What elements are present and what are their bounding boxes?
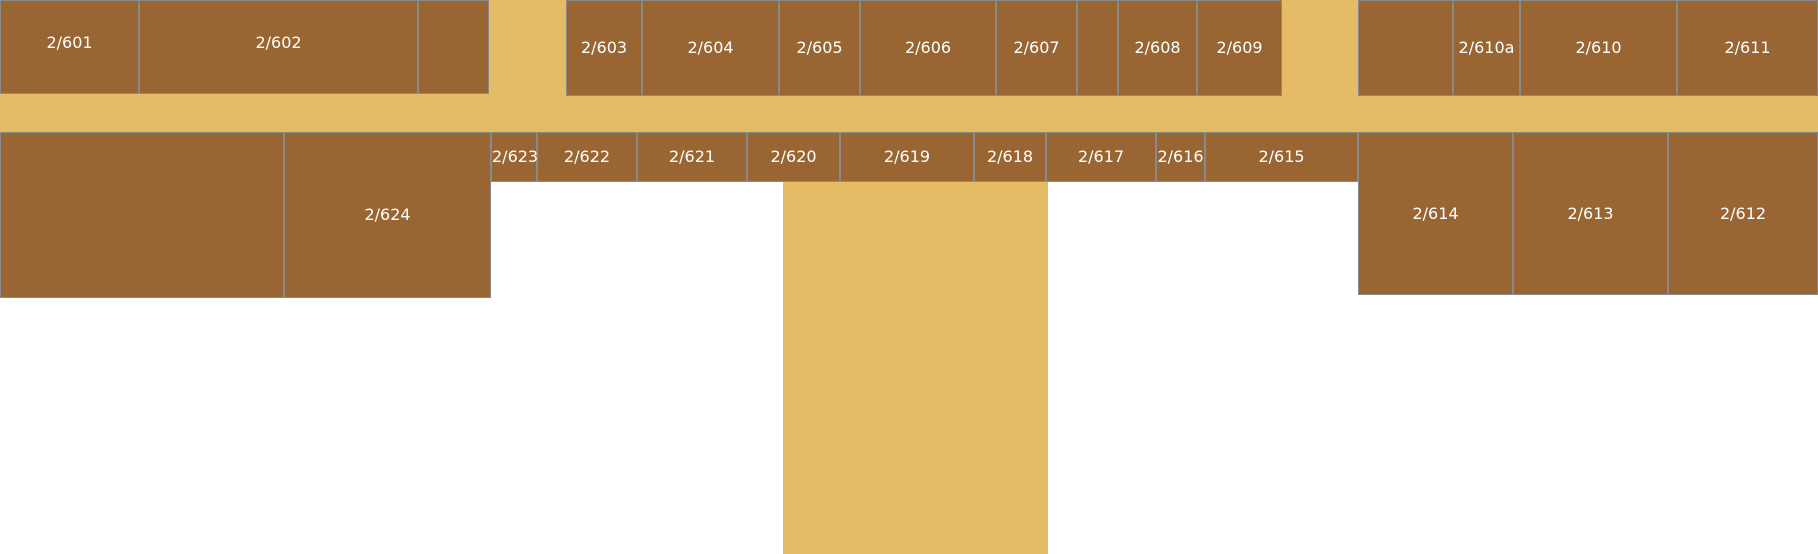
room-2-614[interactable]: 2/614 [1358, 132, 1513, 295]
room-label: 2/611 [1724, 38, 1771, 57]
room-label: 2/622 [563, 147, 611, 166]
corridor-west-stair [489, 0, 566, 94]
corridor-east-stair [1282, 0, 1358, 94]
room-2-620[interactable]: 2/620 [747, 132, 840, 182]
hall-atrium [783, 180, 1048, 554]
room-2-603[interactable]: 2/603 [566, 0, 642, 96]
room-unlabeled-3[interactable] [1358, 0, 1453, 96]
room-2-618[interactable]: 2/618 [974, 132, 1046, 182]
room-2-612[interactable]: 2/612 [1668, 132, 1818, 295]
room-label: 2/608 [1134, 38, 1181, 57]
room-label: 2/624 [364, 205, 411, 224]
room-label: 2/610a [1458, 38, 1515, 57]
room-2-609[interactable]: 2/609 [1197, 0, 1282, 96]
room-label: 2/602 [255, 33, 302, 52]
room-label: 2/620 [770, 147, 817, 166]
room-label: 2/614 [1412, 203, 1459, 223]
room-label: 2/609 [1216, 38, 1263, 57]
room-label: 2/605 [796, 38, 843, 57]
room-2-619[interactable]: 2/619 [840, 132, 974, 182]
room-2-624[interactable]: 2/624 [284, 132, 491, 298]
room-2-611[interactable]: 2/611 [1677, 0, 1818, 96]
room-label: 2/607 [1013, 38, 1060, 57]
room-2-613[interactable]: 2/613 [1513, 132, 1668, 295]
room-label: 2/623 [492, 147, 539, 166]
room-2-606[interactable]: 2/606 [860, 0, 996, 96]
room-label: 2/604 [687, 38, 734, 57]
room-unlabeled-4[interactable] [0, 132, 284, 298]
room-label: 2/610 [1575, 38, 1622, 57]
room-label: 2/612 [1719, 203, 1767, 223]
room-unlabeled-2[interactable] [1077, 0, 1118, 96]
room-2-607[interactable]: 2/607 [996, 0, 1077, 96]
room-2-610[interactable]: 2/610 [1520, 0, 1677, 96]
room-2-617[interactable]: 2/617 [1046, 132, 1156, 182]
corridor-main [0, 94, 1818, 132]
room-label: 2/615 [1258, 147, 1305, 166]
room-2-621[interactable]: 2/621 [637, 132, 747, 182]
room-label: 2/621 [668, 147, 716, 166]
room-2-610a[interactable]: 2/610a [1453, 0, 1520, 96]
room-label: 2/613 [1567, 203, 1614, 223]
room-2-622[interactable]: 2/622 [537, 132, 637, 182]
room-2-604[interactable]: 2/604 [642, 0, 779, 96]
room-label: 2/618 [986, 147, 1034, 166]
room-label: 2/617 [1077, 147, 1125, 166]
room-unlabeled-1[interactable] [418, 0, 489, 94]
room-label: 2/601 [46, 33, 93, 52]
room-2-623[interactable]: 2/623 [491, 132, 539, 182]
room-2-601[interactable]: 2/601 [0, 0, 139, 94]
room-label: 2/616 [1157, 147, 1204, 166]
room-2-615[interactable]: 2/615 [1205, 132, 1358, 182]
room-2-616[interactable]: 2/616 [1156, 132, 1205, 182]
room-2-608[interactable]: 2/608 [1118, 0, 1197, 96]
room-2-605[interactable]: 2/605 [779, 0, 860, 96]
room-label: 2/603 [580, 38, 628, 57]
room-label: 2/606 [904, 38, 952, 57]
room-label: 2/619 [883, 147, 931, 166]
room-2-602[interactable]: 2/602 [139, 0, 418, 94]
